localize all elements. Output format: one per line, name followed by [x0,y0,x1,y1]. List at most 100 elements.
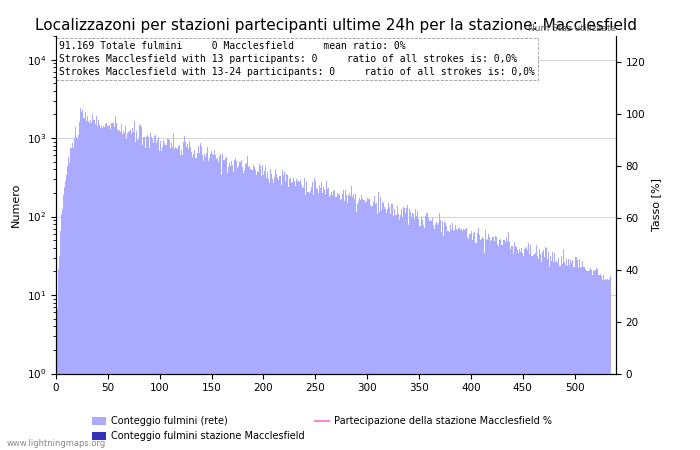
Bar [209,158,210,450]
Bar [248,167,249,450]
Bar [404,208,405,450]
Bar [319,185,320,450]
Bar [223,160,225,450]
Bar [372,207,373,450]
Bar [314,178,315,450]
Bar [297,181,298,450]
Bar [105,123,106,450]
Bar [471,231,472,450]
Bar [146,137,147,450]
Bar [355,194,356,450]
Bar [578,268,579,450]
Bar [318,193,319,450]
Bar [526,247,527,450]
Bar [296,179,297,450]
Bar [441,232,442,450]
Bar [164,144,165,450]
Bar [124,133,125,450]
Bar [344,201,345,450]
Bar [219,156,220,450]
Bar [369,198,370,450]
Bar [393,209,395,450]
Bar [96,116,97,450]
Bar [546,248,547,450]
Text: Num Staz utilizzate: Num Staz utilizzate [528,23,616,33]
Bar [451,230,452,450]
Bar [177,148,178,450]
Bar [341,199,342,450]
Bar [535,253,536,450]
Bar [460,230,461,450]
Bar [78,135,79,450]
Bar [401,209,402,450]
Bar [349,193,350,450]
Bar [358,202,359,450]
Bar [462,231,463,450]
Bar [89,123,90,450]
Bar [449,225,451,450]
Bar [549,267,550,450]
Bar [94,120,95,450]
Bar [120,132,121,450]
Bar [95,124,96,450]
Bar [245,164,246,450]
Bar [382,202,383,450]
Bar [303,188,304,450]
Bar [317,189,318,450]
Bar [348,195,349,450]
Bar [547,259,548,450]
Bar [514,243,515,450]
Bar [307,192,309,450]
Bar [136,131,137,450]
Bar [500,239,501,450]
Bar [131,134,132,450]
Bar [337,194,339,450]
Bar [599,275,600,450]
Bar [139,125,141,450]
Bar [290,178,291,450]
Bar [378,192,379,450]
Bar [377,214,378,450]
Bar [292,182,293,450]
Bar [512,246,513,450]
Bar [445,223,447,450]
Bar [311,187,312,450]
Bar [154,136,155,450]
Bar [212,154,213,450]
Bar [69,163,70,450]
Bar [536,245,537,450]
Bar [128,132,129,450]
Bar [320,188,321,450]
Bar [571,262,572,450]
Bar [115,116,116,450]
Bar [576,257,577,450]
Bar [134,121,135,450]
Bar [452,223,453,450]
Bar [508,232,509,450]
Bar [433,225,434,450]
Bar [57,270,59,450]
Bar [583,267,584,450]
Bar [188,149,189,450]
Bar [79,122,81,450]
Bar [87,117,88,450]
Bar [210,154,211,450]
Bar [117,129,118,450]
Bar [427,213,428,450]
Bar [160,141,161,450]
Bar [332,195,333,450]
Bar [498,247,499,450]
Bar [516,247,517,450]
Bar [195,158,197,450]
Bar [520,252,521,450]
Bar [428,218,429,450]
Bar [148,137,149,450]
Bar [217,158,218,450]
Bar [539,249,540,450]
Bar [173,133,174,450]
Bar [464,230,465,450]
Bar [151,137,152,450]
Bar [380,197,381,450]
Bar [587,271,589,450]
Bar [149,148,150,450]
